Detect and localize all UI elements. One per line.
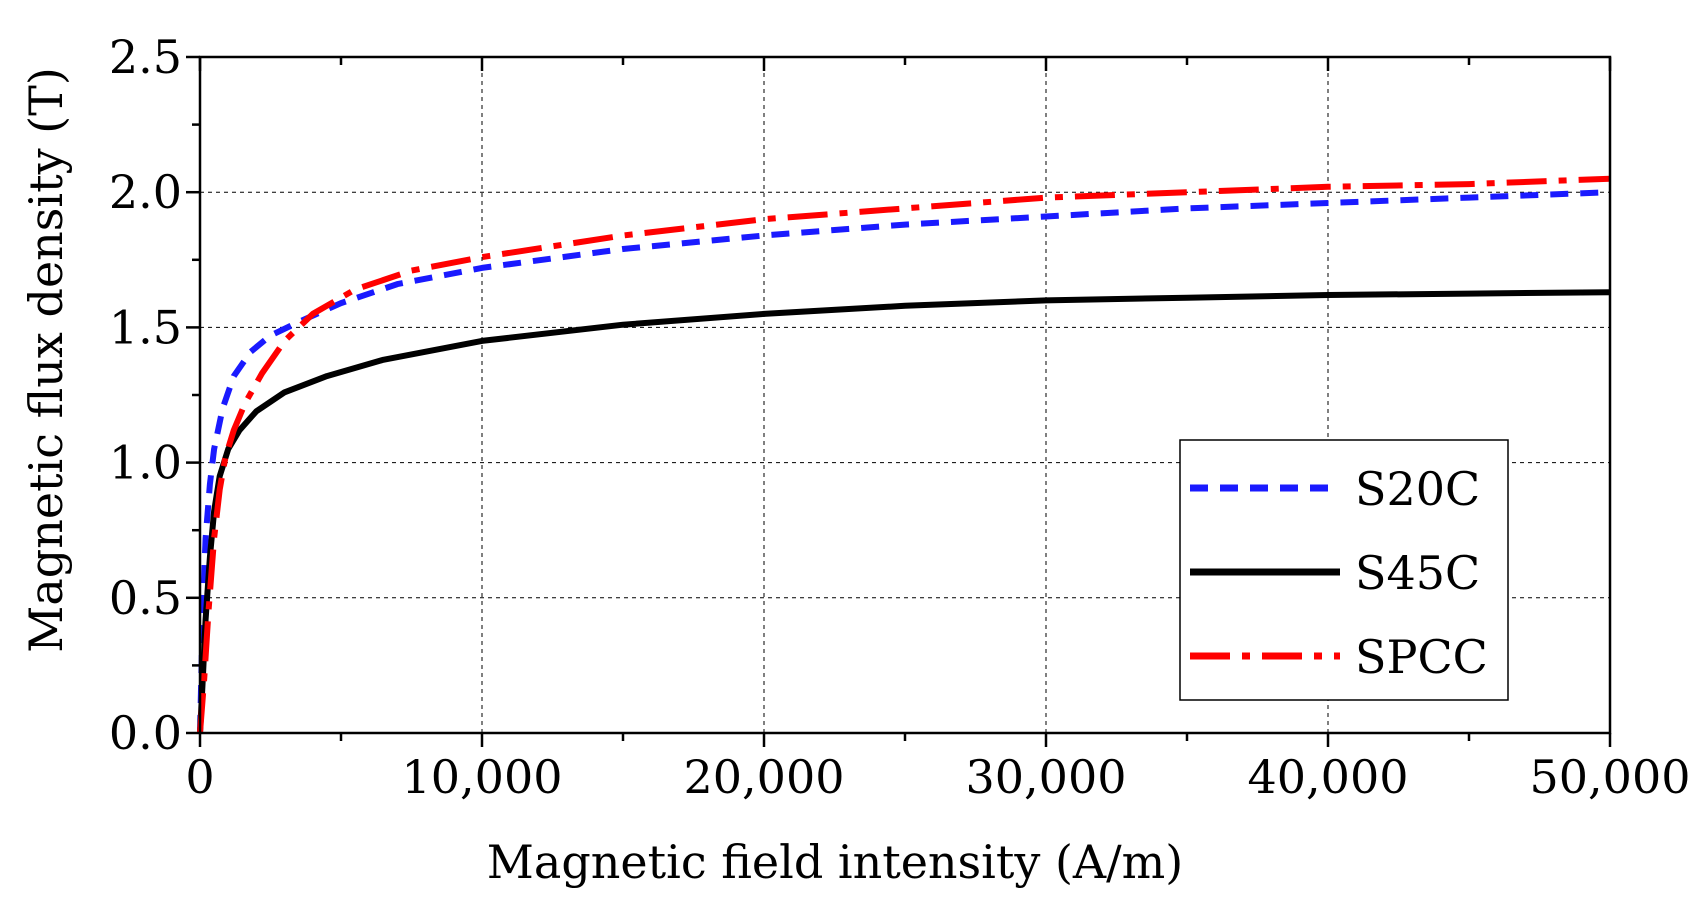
legend-label-s45c: S45C — [1355, 546, 1480, 600]
legend: S20C S45C SPCC — [1179, 439, 1509, 701]
legend-label-s20c: S20C — [1355, 462, 1480, 516]
x-tick-label: 20,000 — [684, 750, 845, 804]
series-group — [197, 175, 1611, 734]
x-axis-title: Magnetic field intensity (A/m) — [487, 835, 1183, 889]
grid — [200, 57, 1610, 733]
x-tick-label: 50,000 — [1530, 750, 1691, 804]
y-axis-ticks: 0.0 0.5 1.0 1.5 2.0 2.5 — [109, 30, 200, 760]
x-axis-ticks: 0 10,000 20,000 30,000 40,000 50,000 — [185, 57, 1690, 804]
series-line-s20c — [197, 189, 1611, 734]
y-tick-label: 0.0 — [109, 706, 182, 760]
y-tick-label: 2.5 — [109, 30, 182, 84]
x-tick-label: 10,000 — [402, 750, 563, 804]
x-tick-label: 0 — [185, 750, 214, 804]
y-tick-label: 1.5 — [109, 300, 182, 354]
y-axis-title: Magnetic flux density (T) — [19, 67, 73, 653]
y-tick-label: 2.0 — [109, 165, 182, 219]
x-tick-label: 30,000 — [966, 750, 1127, 804]
series-line-s45c — [197, 289, 1611, 734]
x-tick-label: 40,000 — [1248, 750, 1409, 804]
legend-label-spcc: SPCC — [1355, 630, 1488, 684]
y-tick-label: 0.5 — [109, 571, 182, 625]
y-tick-label: 1.0 — [109, 436, 182, 490]
series-line-spcc — [197, 175, 1611, 734]
